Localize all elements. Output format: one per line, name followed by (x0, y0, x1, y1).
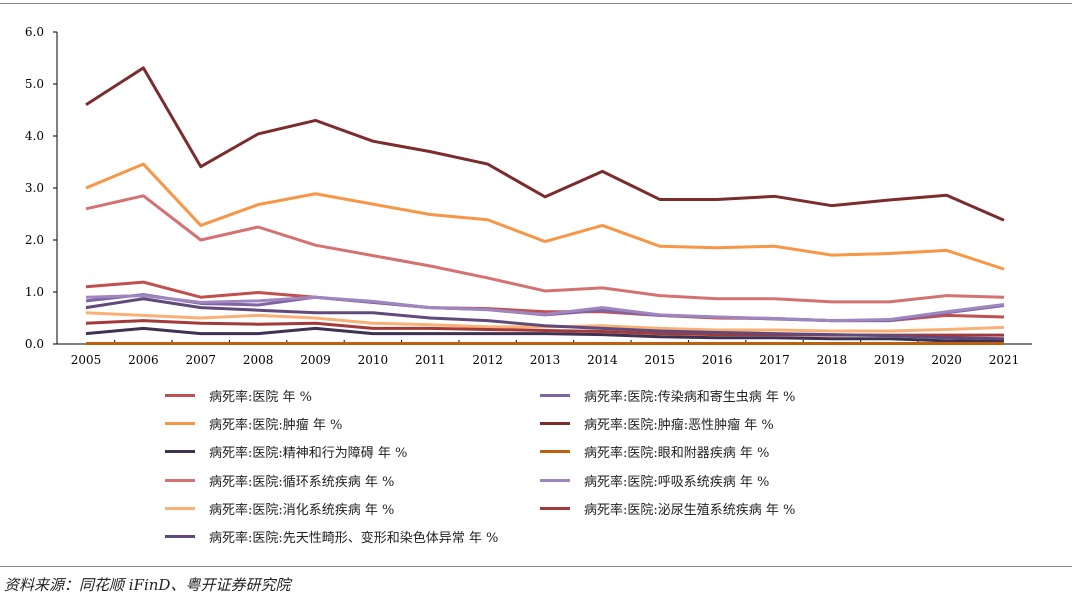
line-chart: 0.0 1.0 2.0 3.0 4.0 5.0 6.0 2005 2006 2007 2008 200… (25, 25, 1032, 367)
legend-label: 病死率:医院:先天性畸形、变形和染色体异常 年 % (209, 531, 499, 546)
legend-item: 病死率:医院:肿瘤 年 % (165, 414, 342, 433)
legend-label: 病死率:医院 年 % (209, 390, 312, 405)
series-line-7 (85, 294, 1005, 323)
bottom-rule (0, 566, 1072, 567)
series-line-3 (85, 66, 1005, 222)
x-tick-label: 2007 (185, 353, 216, 367)
legend-item: 病死率:医院:肿瘤:恶性肿瘤 年 % (540, 414, 774, 433)
x-tick-label: 2013 (530, 353, 561, 367)
legend-label: 病死率:医院:呼吸系统疾病 年 % (584, 475, 770, 490)
legend-swatch (540, 394, 570, 397)
y-tick-label: 6.0 (25, 25, 44, 39)
series-line-4 (85, 326, 1005, 343)
x-tick-label: 2006 (128, 353, 159, 367)
legend-swatch (540, 479, 570, 482)
legend-item: 病死率:医院:呼吸系统疾病 年 % (540, 471, 769, 490)
legend-swatch (165, 535, 195, 538)
y-tick-label: 2.0 (25, 233, 44, 247)
source-note: 资料来源：同花顺 iFinD、粤开证券研究院 (4, 576, 291, 594)
y-tick-label: 3.0 (25, 181, 44, 195)
x-tick-label: 2020 (931, 353, 962, 367)
x-tick-label: 2016 (702, 353, 733, 367)
x-tick-label: 2009 (300, 353, 331, 367)
x-tick-label: 2014 (587, 353, 618, 367)
legend-label: 病死率:医院:泌尿生殖系统疾病 年 % (584, 503, 796, 518)
legend-label: 病死率:医院:肿瘤 年 % (209, 418, 343, 433)
x-tick-label: 2018 (817, 353, 848, 367)
legend-item: 病死率:医院:眼和附器疾病 年 % (540, 442, 769, 461)
legend-swatch (165, 507, 195, 510)
x-tick-label: 2011 (415, 353, 446, 367)
y-tick-label: 4.0 (25, 129, 44, 143)
x-tick-label: 2012 (472, 353, 503, 367)
legend-item: 病死率:医院 年 % (165, 386, 312, 405)
legend-swatch (165, 479, 195, 482)
x-tick-label: 2008 (243, 353, 274, 367)
legend-label: 病死率:医院:眼和附器疾病 年 % (584, 446, 770, 461)
legend-label: 病死率:医院:传染病和寄生虫病 年 % (584, 390, 796, 405)
legend-item: 病死率:医院:泌尿生殖系统疾病 年 % (540, 499, 795, 518)
legend-swatch (165, 394, 195, 397)
y-tick-label: 0.0 (25, 337, 44, 351)
legend-swatch (165, 450, 195, 453)
legend-swatch (540, 450, 570, 453)
legend-item: 病死率:医院:传染病和寄生虫病 年 % (540, 386, 795, 405)
series-line-2 (85, 162, 1005, 271)
top-rule (0, 3, 1072, 4)
legend-label: 病死率:医院:循环系统疾病 年 % (209, 475, 395, 490)
legend-item: 病死率:医院:循环系统疾病 年 % (165, 471, 394, 490)
series-line-10 (85, 297, 1005, 341)
y-tick-label: 1.0 (25, 285, 44, 299)
legend-label: 病死率:医院:消化系统疾病 年 % (209, 503, 395, 518)
x-tick-label: 2017 (759, 353, 790, 367)
legend-item: 病死率:医院:精神和行为障碍 年 % (165, 442, 407, 461)
legend-swatch (540, 507, 570, 510)
legend-item: 病死率:医院:先天性畸形、变形和染色体异常 年 % (165, 527, 498, 546)
x-tick-label: 2010 (358, 353, 389, 367)
series-line-6 (85, 194, 1005, 304)
x-tick-label: 2021 (989, 353, 1020, 367)
x-tick-label: 2005 (71, 353, 102, 367)
legend-label: 病死率:医院:肿瘤:恶性肿瘤 年 % (584, 418, 774, 433)
legend-label: 病死率:医院:精神和行为障碍 年 % (209, 446, 408, 461)
y-tick-label: 5.0 (25, 77, 44, 91)
legend-item: 病死率:医院:消化系统疾病 年 % (165, 499, 394, 518)
x-tick-label: 2015 (644, 353, 675, 367)
legend-swatch (540, 422, 570, 425)
legend-swatch (165, 422, 195, 425)
x-tick-label: 2019 (874, 353, 905, 367)
